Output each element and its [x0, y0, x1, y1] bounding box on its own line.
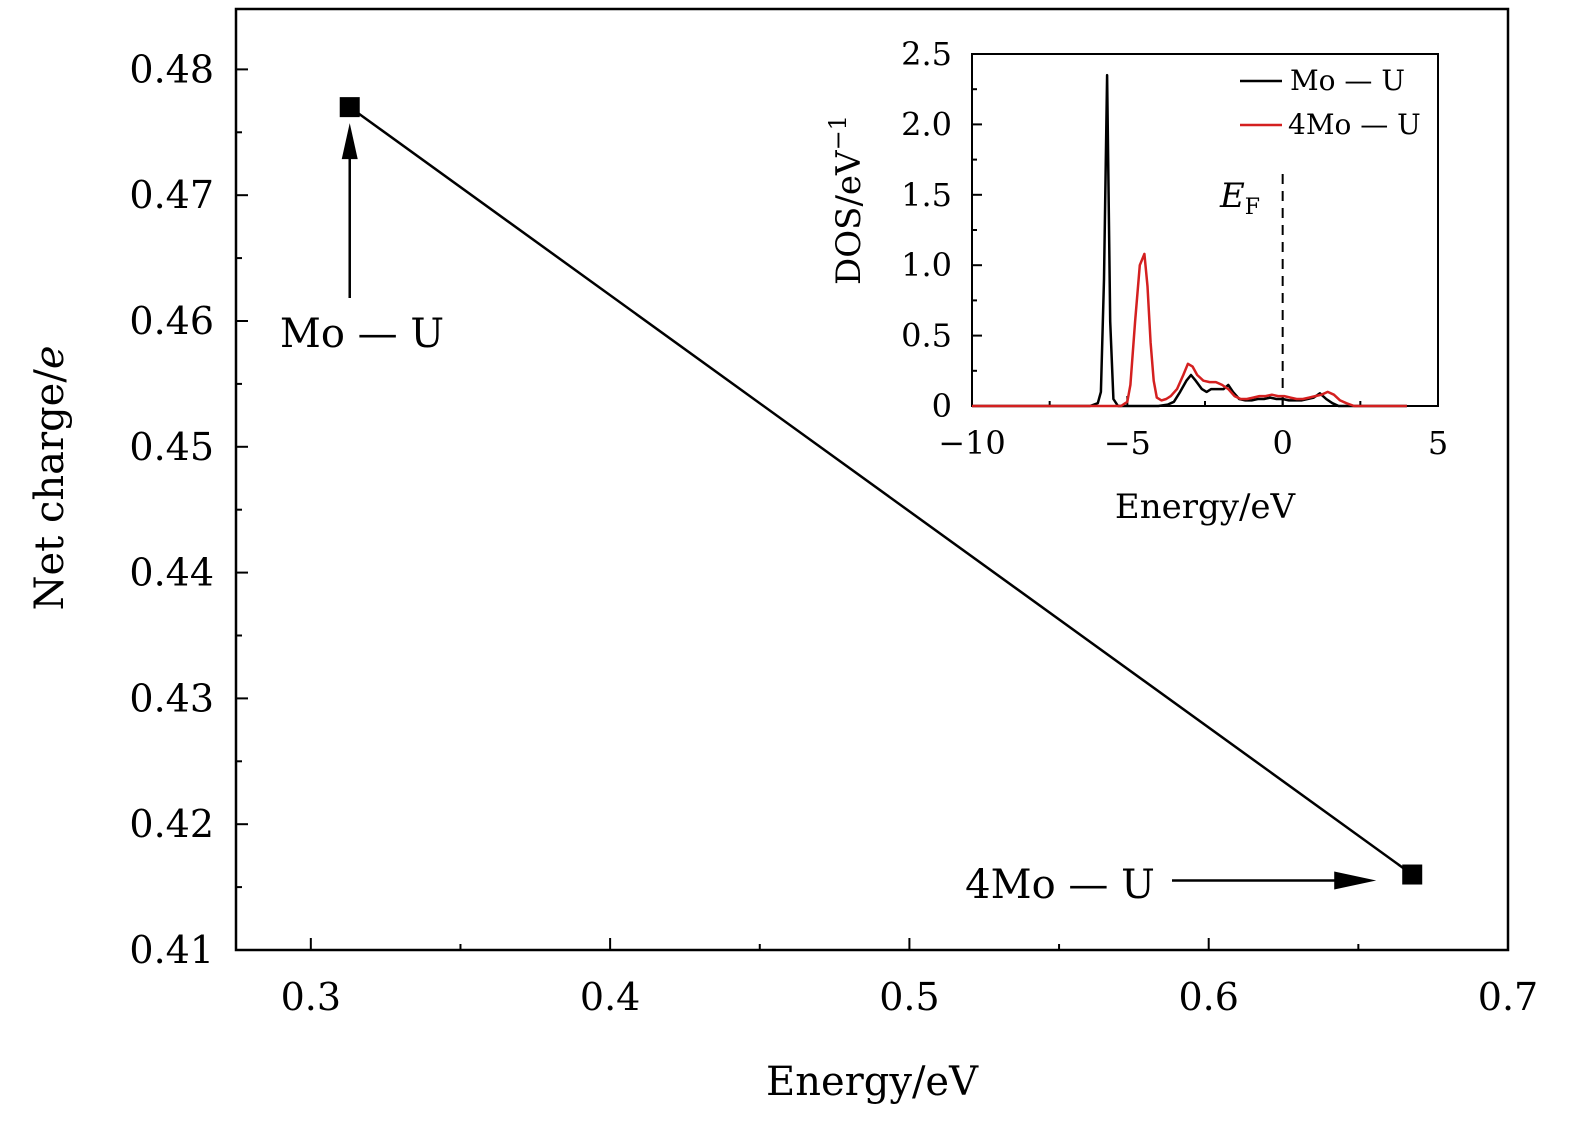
inset-series: [972, 73, 1407, 408]
main-y-axis-title: Net charge/e: [27, 345, 73, 610]
inset-y-tick-label: 0: [932, 387, 952, 425]
inset-x-tick-label: 5: [1428, 424, 1448, 462]
main-x-tick-label: 0.6: [1178, 975, 1238, 1019]
main-y-tick-label: 0.46: [129, 299, 214, 343]
inset-chart: −10 −5 0 5 0 0.5 1.0 1.5 2.0 2.5 EF Mo — U 4Mo — …: [824, 35, 1448, 527]
inset-y-tick-label: 2.0: [901, 105, 952, 143]
fermi-label-main: E: [1219, 176, 1245, 216]
legend-label-4mo-u: 4Mo — U: [1288, 108, 1421, 141]
inset-y-tick-label: 2.5: [901, 35, 952, 73]
main-y-tick-label: 0.42: [129, 802, 214, 846]
inset-x-tick-label: 0: [1272, 424, 1292, 462]
main-y-axis-title-text: Net charge/: [27, 369, 73, 611]
main-plot-frame: [234, 7, 1510, 952]
inset-y-axis-title-sup: −1: [824, 115, 852, 150]
main-data-point: [1402, 864, 1423, 885]
fermi-level-label: EF: [1219, 176, 1260, 220]
main-tick-labels: 0.3 0.4 0.5 0.6 0.7 0.41 0.42 0.43 0.44 0.45 0.46 0…: [129, 47, 1538, 1019]
main-y-axis-title-var: e: [27, 345, 73, 369]
inset-x-axis-title: Energy/eV: [1115, 487, 1297, 527]
inset-y-tick-label: 0.5: [901, 317, 952, 355]
main-x-tick-label: 0.4: [580, 975, 640, 1019]
main-data-point: [339, 97, 360, 118]
main-y-tick-label: 0.47: [129, 173, 214, 217]
main-y-tick-label: 0.48: [129, 47, 214, 91]
main-y-tick-label: 0.45: [129, 425, 214, 469]
annotation-mo-u-label: Mo — U: [280, 311, 444, 357]
inset-x-tick-label: −5: [1104, 424, 1151, 462]
inset-y-tick-label: 1.5: [901, 176, 952, 214]
main-series-line: [348, 106, 1413, 876]
inset-tick-labels: −10 −5 0 5 0 0.5 1.0 1.5 2.0 2.5: [901, 35, 1448, 462]
main-y-tick-label: 0.41: [129, 928, 214, 972]
inset-y-axis-title-text: DOS/eV: [829, 149, 869, 285]
inset-legend: Mo — U 4Mo — U: [1240, 64, 1421, 141]
main-axis-ticks: [236, 68, 1509, 951]
inset-plot-frame: [971, 53, 1439, 407]
main-series: [339, 97, 1423, 885]
main-x-tick-label: 0.5: [879, 975, 939, 1019]
main-x-axis-title: Energy/eV: [766, 1059, 979, 1105]
inset-y-axis-title: DOS/eV−1: [824, 115, 869, 285]
main-annotations: Mo — U 4Mo — U: [280, 123, 1377, 908]
main-y-tick-label: 0.43: [129, 676, 214, 720]
inset-series-line-1: [972, 252, 1407, 408]
main-y-tick-label: 0.44: [129, 551, 214, 595]
main-chart: 0.3 0.4 0.5 0.6 0.7 0.41 0.42 0.43 0.44 0.45 0.46 0…: [27, 7, 1538, 1105]
main-x-tick-label: 0.7: [1478, 975, 1538, 1019]
main-x-tick-label: 0.3: [281, 975, 341, 1019]
inset-y-tick-label: 1.0: [901, 246, 952, 284]
legend-label-mo-u: Mo — U: [1290, 64, 1405, 97]
annotation-4mo-u-label: 4Mo — U: [965, 862, 1155, 908]
annotation-mo-u-arrow-head: [341, 123, 358, 160]
fermi-label-sub: F: [1245, 195, 1260, 220]
inset-x-tick-label: −10: [938, 424, 1006, 462]
annotation-4mo-u-arrow-head: [1334, 871, 1377, 890]
